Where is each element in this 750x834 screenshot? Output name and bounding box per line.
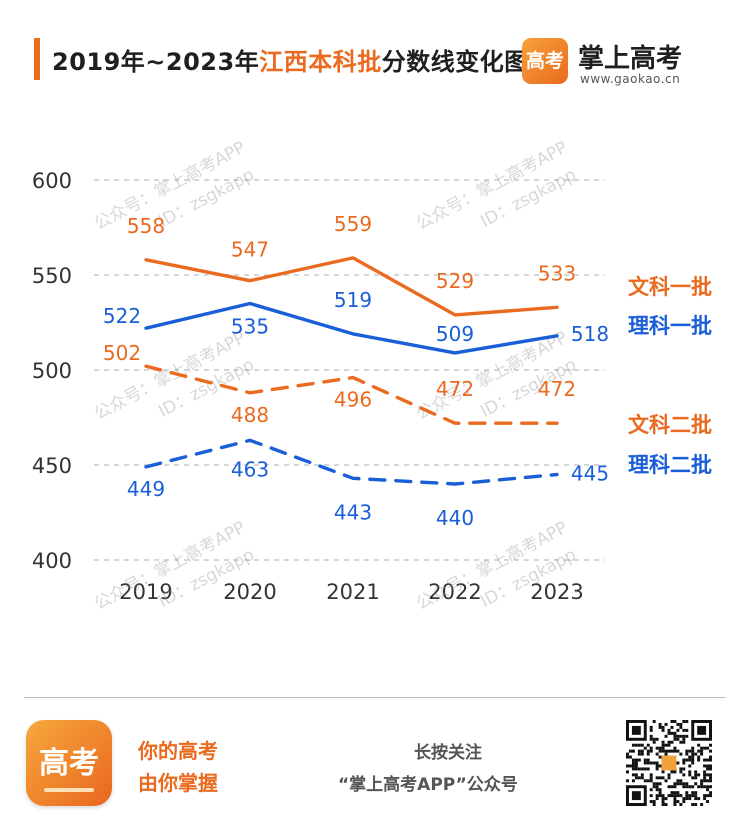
app-logo-text: 高考	[39, 746, 99, 781]
x-tick-label: 2022	[428, 580, 481, 604]
title-accent-bar	[34, 38, 40, 80]
slogan-line-1: 你的高考	[138, 739, 218, 763]
title-prefix: 2019年~2023年	[52, 48, 260, 76]
data-label: 518	[571, 322, 609, 346]
x-tick-label: 2021	[326, 580, 379, 604]
page-title: 2019年~2023年江西本科批分数线变化图	[52, 42, 529, 77]
data-label: 509	[436, 322, 474, 346]
data-label: 519	[334, 288, 372, 312]
data-label: 535	[231, 315, 269, 339]
data-label: 463	[231, 457, 269, 481]
slogan-line-2: 由你掌握	[138, 771, 218, 795]
series-line-1	[144, 256, 559, 317]
data-label: 547	[231, 238, 269, 262]
y-tick-label: 600	[32, 169, 72, 193]
data-label: 488	[231, 403, 269, 427]
x-tick-label: 2019	[119, 580, 172, 604]
follow-line-2: “掌上高考APP”公众号	[338, 775, 518, 795]
brand-name: 掌上高考	[578, 44, 683, 74]
series-line-3	[144, 364, 559, 425]
data-label: 472	[436, 377, 474, 401]
brand: 高考 掌上高考 www.gaokao.cn	[522, 34, 722, 90]
y-tick-label: 450	[32, 454, 72, 478]
data-label: 496	[334, 388, 372, 412]
data-label: 440	[436, 506, 474, 530]
brand-logo-icon: 高考	[522, 38, 568, 84]
data-label: 445	[571, 462, 609, 486]
follow-line-1: 长按关注	[414, 743, 482, 763]
legend-label: 理科二批	[628, 453, 712, 477]
title-suffix: 分数线变化图	[381, 48, 529, 76]
data-label: 449	[127, 477, 165, 501]
brand-url: www.gaokao.cn	[580, 72, 681, 86]
y-tick-label: 550	[32, 264, 72, 288]
app-logo-icon: 高考	[26, 720, 112, 806]
title-highlight: 江西本科批	[259, 48, 382, 76]
legend-label: 理科一批	[628, 314, 712, 338]
data-label: 472	[538, 377, 576, 401]
y-tick-label: 400	[32, 549, 72, 573]
legend-label: 文科一批	[628, 275, 712, 299]
series-line-4	[144, 438, 559, 486]
data-label: 533	[538, 261, 576, 285]
data-label: 502	[103, 341, 141, 365]
x-tick-label: 2023	[530, 580, 583, 604]
data-label: 529	[436, 269, 474, 293]
data-label: 558	[127, 214, 165, 238]
footer-divider	[24, 697, 726, 698]
x-tick-label: 2020	[223, 580, 276, 604]
data-label: 443	[334, 500, 372, 524]
data-label: 522	[103, 304, 141, 328]
qr-code-icon	[626, 720, 712, 806]
series-line-2	[144, 301, 559, 355]
legend-label: 文科二批	[628, 413, 712, 437]
book-icon	[44, 788, 94, 792]
y-tick-label: 500	[32, 359, 72, 383]
data-label: 559	[334, 212, 372, 236]
